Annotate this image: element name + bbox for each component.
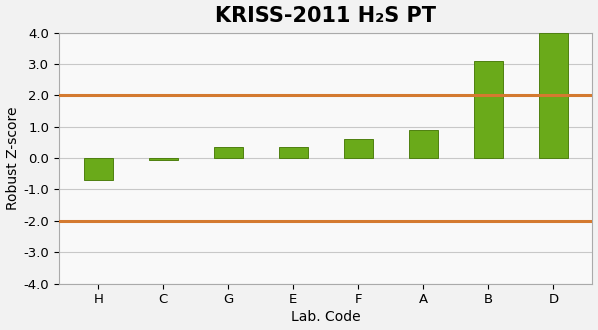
Bar (344, 139, 373, 158)
Bar (474, 61, 503, 158)
Bar (279, 147, 308, 158)
Title: KRISS-2011 H₂S PT: KRISS-2011 H₂S PT (215, 6, 437, 25)
Y-axis label: Robust Z-score: Robust Z-score (5, 106, 20, 210)
Bar (539, 33, 568, 158)
Bar (84, 158, 113, 180)
Bar (213, 147, 243, 158)
Bar (409, 130, 438, 158)
X-axis label: Lab. Code: Lab. Code (291, 311, 361, 324)
Bar (149, 158, 178, 160)
